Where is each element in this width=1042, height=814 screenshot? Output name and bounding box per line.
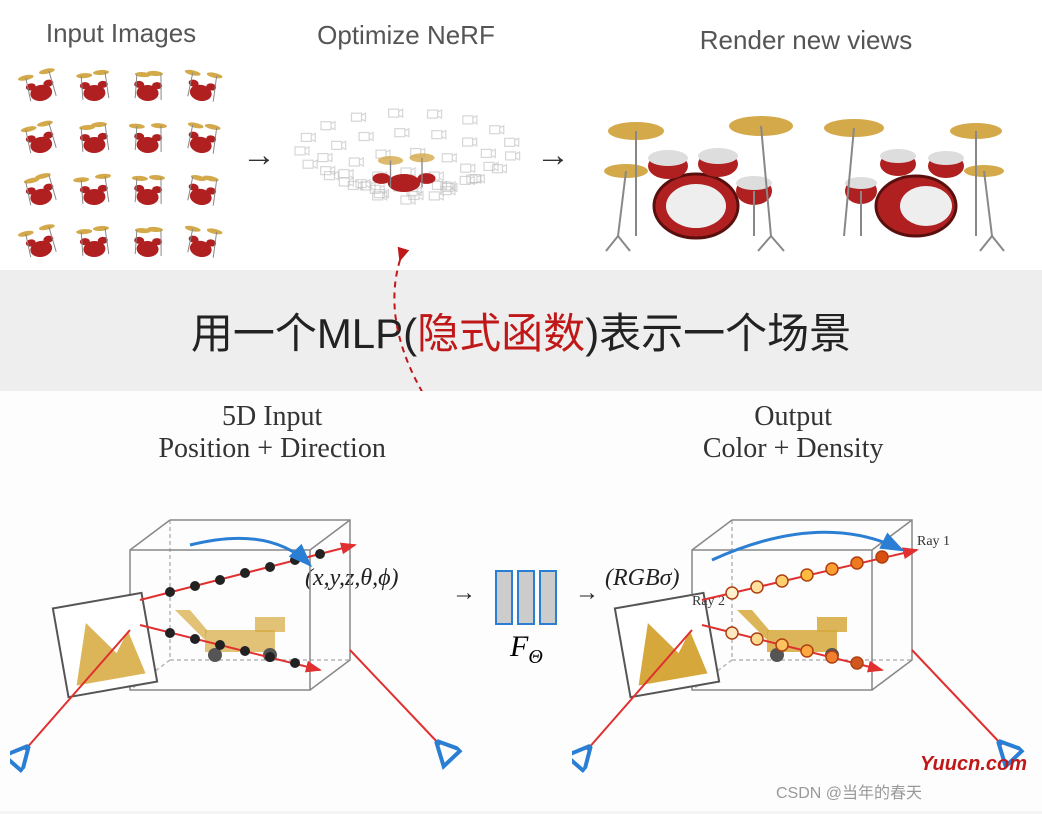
input-images-column: Input Images // placeholder — filled by …	[15, 18, 227, 263]
render-column: Render new views	[585, 25, 1027, 256]
optimize-column: Optimize NeRF	[291, 20, 521, 261]
output-title-l1: Output	[703, 401, 884, 433]
input-thumb	[177, 111, 227, 159]
input-thumb	[69, 215, 119, 263]
optimize-label: Optimize NeRF	[317, 20, 495, 51]
output-scene-icon: Ray 1 Ray 2	[572, 490, 1032, 790]
input-scene-icon	[10, 490, 470, 790]
drum-render-1-icon	[596, 66, 796, 256]
arrow-1-icon: →	[227, 136, 291, 175]
input-thumb	[123, 111, 173, 159]
mlp-icon	[495, 570, 557, 625]
input-thumb	[123, 59, 173, 107]
bottom-diagram: (x,y,z,θ,ϕ) → → (RGBσ) FΘ	[0, 470, 1042, 790]
caption-highlight: 隐式函数	[417, 310, 585, 357]
pipeline-top-row: Input Images // placeholder — filled by …	[0, 0, 1042, 270]
input-thumb	[15, 59, 65, 107]
render-label: Render new views	[700, 25, 912, 56]
caption-pre: 用一个MLP(	[191, 310, 417, 357]
arrow-2-icon: →	[521, 136, 585, 175]
rendered-views	[596, 66, 1016, 256]
input-thumb	[69, 111, 119, 159]
input-thumb	[177, 163, 227, 211]
camera-sphere-icon	[291, 61, 521, 261]
output-title-l2: Color + Density	[703, 433, 884, 465]
input-thumb	[69, 59, 119, 107]
input-thumb	[177, 215, 227, 263]
caption-post: )表示一个场景	[585, 310, 851, 357]
input-title-l2: Position + Direction	[158, 433, 385, 465]
input-thumb	[15, 111, 65, 159]
caption-row: 用一个MLP(隐式函数)表示一个场景	[0, 270, 1042, 391]
input-images-label: Input Images	[46, 18, 196, 49]
bottom-titles: 5D Input Position + Direction Output Col…	[0, 401, 1042, 465]
input-thumb	[123, 215, 173, 263]
drum-render-2-icon	[816, 66, 1016, 256]
ray1-label: Ray 1	[917, 534, 950, 549]
watermark-yuucn: Yuucn.com	[920, 753, 1027, 776]
input-image-grid: // placeholder — filled by binder below	[15, 59, 227, 263]
input-thumb	[15, 163, 65, 211]
optimize-sphere-diagram	[291, 61, 521, 261]
input-title-l1: 5D Input	[158, 401, 385, 433]
input-thumb	[15, 215, 65, 263]
input-thumb	[177, 59, 227, 107]
input-thumb	[123, 163, 173, 211]
f-theta-label: FΘ	[510, 630, 543, 669]
input-thumb	[69, 163, 119, 211]
architecture-row: 5D Input Position + Direction Output Col…	[0, 391, 1042, 811]
watermark-csdn: CSDN @当年的春天	[776, 779, 922, 803]
